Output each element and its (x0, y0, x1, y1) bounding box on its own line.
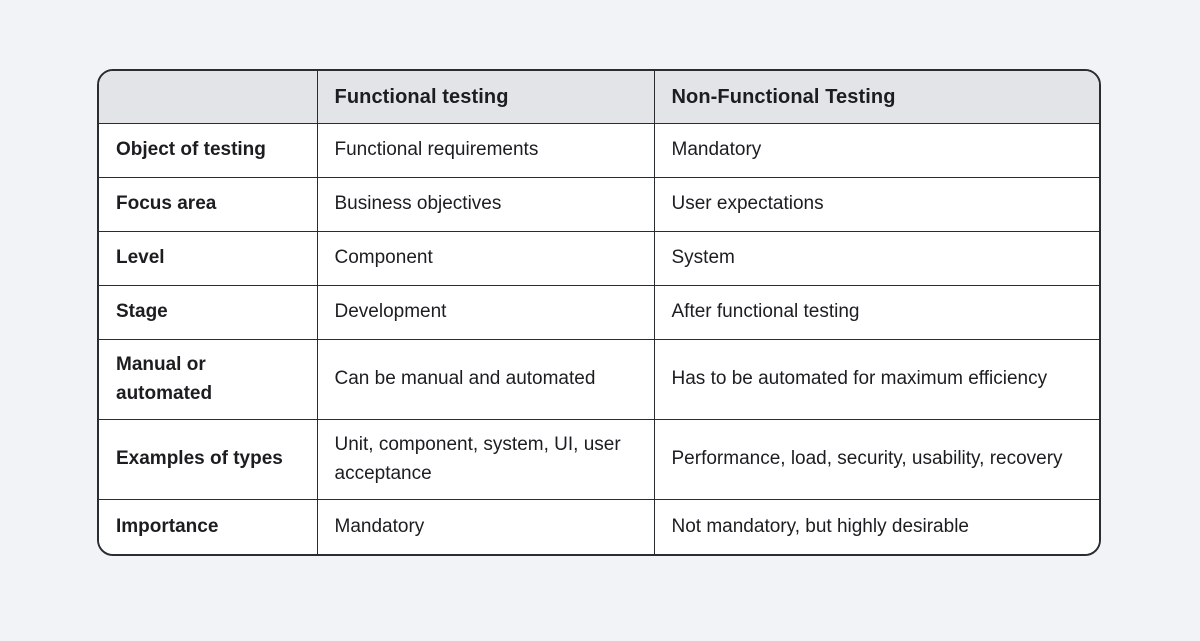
table-body: Object of testing Functional requirements… (99, 123, 1099, 554)
nonfunctional-cell: System (653, 231, 1099, 286)
table-row: Focus area Business objectives User expect… (99, 177, 1099, 232)
row-label: Importance (99, 499, 318, 554)
header-row: Functional testing Non-Functional Testin… (99, 71, 1099, 124)
nonfunctional-cell: Mandatory (653, 123, 1099, 178)
header-cell-empty (99, 71, 318, 124)
row-label: Stage (99, 285, 318, 340)
row-label: Manual or automated (99, 339, 318, 420)
functional-cell: Unit, component, system, UI, user accept… (316, 419, 655, 500)
row-label: Level (99, 231, 318, 286)
table-row: Examples of types Unit, component, system… (99, 419, 1099, 500)
row-label: Object of testing (99, 123, 318, 178)
header-cell-nonfunctional: Non-Functional Testing (653, 71, 1099, 124)
table-row: Object of testing Functional requirements… (99, 123, 1099, 178)
row-label: Examples of types (99, 419, 318, 500)
nonfunctional-cell: User expectations (653, 177, 1099, 232)
nonfunctional-cell: Has to be automated for maximum efficien… (653, 339, 1099, 420)
nonfunctional-cell: Performance, load, security, usability, … (653, 419, 1099, 500)
table-row: Importance Mandatory Not mandatory, but hi… (99, 499, 1099, 554)
row-label: Focus area (99, 177, 318, 232)
functional-cell: Development (316, 285, 655, 340)
header-cell-functional: Functional testing (316, 71, 655, 124)
functional-cell: Mandatory (316, 499, 655, 554)
comparison-table: Functional testing Non-Functional Testin… (99, 71, 1099, 554)
table-row: Stage Development After functional testing (99, 285, 1099, 340)
table-row: Manual or automated Can be manual and aut… (99, 339, 1099, 420)
nonfunctional-cell: Not mandatory, but highly desirable (653, 499, 1099, 554)
nonfunctional-cell: After functional testing (653, 285, 1099, 340)
functional-cell: Functional requirements (316, 123, 655, 178)
table-header: Functional testing Non-Functional Testin… (99, 71, 1099, 124)
table-row: Level Component System (99, 231, 1099, 286)
functional-cell: Can be manual and automated (316, 339, 655, 420)
comparison-table-card: Functional testing Non-Functional Testin… (97, 69, 1101, 556)
functional-cell: Business objectives (316, 177, 655, 232)
functional-cell: Component (316, 231, 655, 286)
